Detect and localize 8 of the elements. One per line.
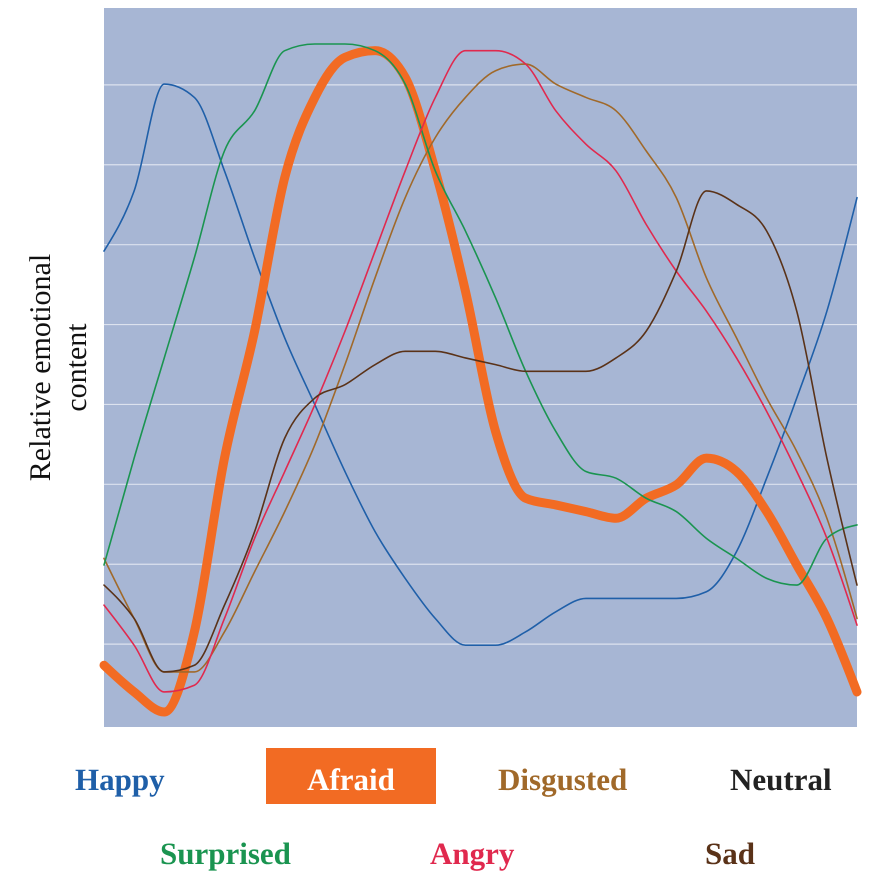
text: Afraid [307, 762, 395, 797]
legend-label: Neutral [730, 762, 832, 797]
text: Angry [430, 836, 515, 871]
text: Happy [75, 762, 166, 797]
text: Sad [705, 836, 755, 871]
text: Surprised [160, 836, 291, 871]
y-axis-title: Relative emotional content [24, 254, 93, 482]
text: Disgusted [498, 762, 628, 797]
